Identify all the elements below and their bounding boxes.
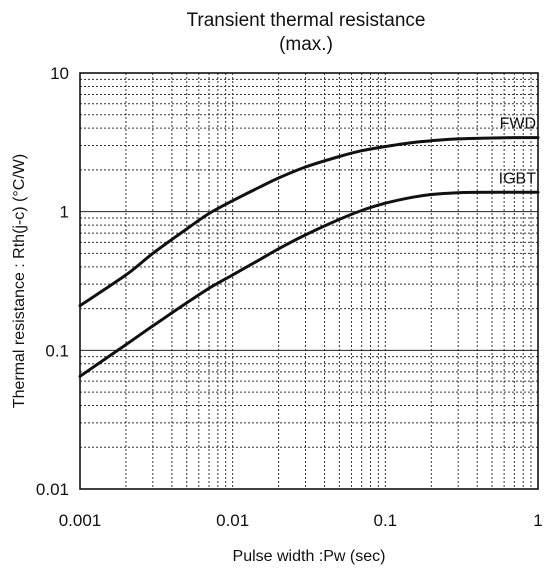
y-tick-label: 10: [50, 64, 69, 83]
series-label-fwd: FWD: [500, 116, 536, 133]
x-tick-label: 0.1: [374, 511, 398, 530]
y-tick-label: 1: [60, 203, 69, 222]
plot-frame: [79, 72, 539, 490]
chart-title-line-2: (max.): [279, 34, 333, 55]
series-label-igbt: IGBT: [499, 170, 537, 187]
tick-labels: 0.001 0.01 0.1 1 0.01 0.1 1 10: [36, 64, 543, 530]
x-tick-label: 0.01: [216, 511, 249, 530]
grid: [80, 73, 538, 489]
y-tick-label: 0.1: [45, 341, 69, 360]
y-tick-label: 0.01: [36, 480, 69, 499]
chart-title-line-1: Transient thermal resistance: [186, 10, 425, 31]
x-axis-label: Pulse width :Pw (sec): [233, 548, 386, 565]
series-group: FWD IGBT: [78, 116, 540, 378]
series-line-igbt: [78, 190, 540, 378]
y-axis-label: Thermal resistance : Rth(j-c) (°C/W): [11, 154, 28, 408]
series-line-fwd: [78, 136, 540, 308]
x-tick-label: 1: [533, 511, 542, 530]
x-tick-label: 0.001: [59, 511, 102, 530]
